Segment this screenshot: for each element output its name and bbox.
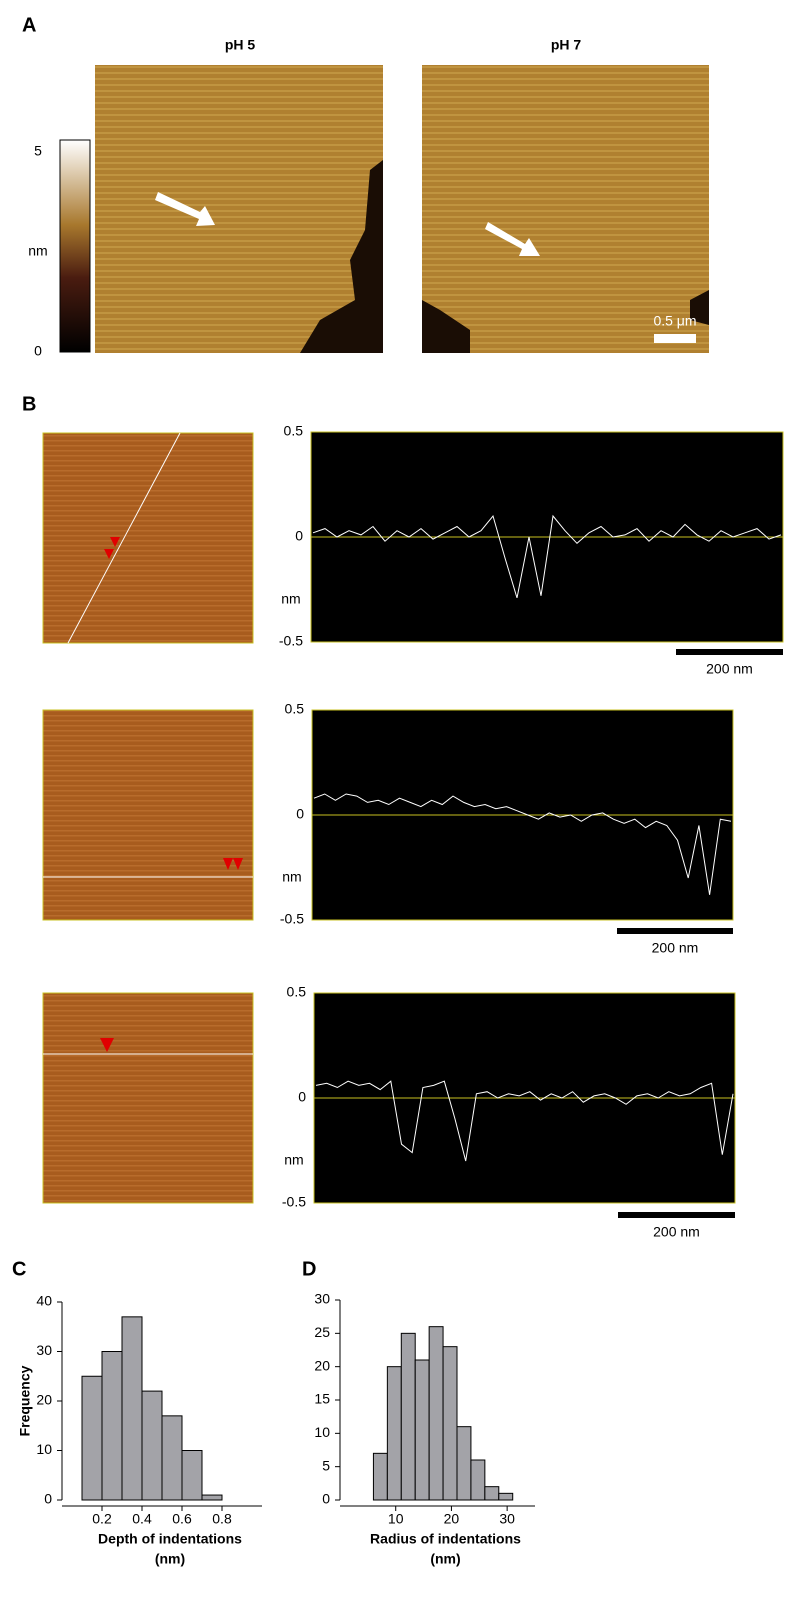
x-tick-label: 20	[444, 1511, 460, 1527]
bar	[470, 1459, 486, 1501]
y-tick-label: 15	[314, 1391, 330, 1407]
panel-label: D	[302, 1258, 316, 1280]
x-tick-label: 10	[388, 1511, 404, 1527]
bar	[386, 1366, 402, 1501]
bar	[414, 1359, 430, 1501]
x-tick-label: 0.8	[212, 1511, 232, 1527]
arrow	[155, 192, 215, 226]
afm-image	[422, 65, 709, 353]
profile-line	[67, 432, 181, 644]
y-tick-label: 20	[36, 1392, 52, 1408]
y-tick-label: 20	[314, 1357, 330, 1373]
bar	[428, 1326, 444, 1501]
afm-image	[42, 992, 254, 1204]
bar	[141, 1390, 163, 1501]
x-tick-label: 0.6	[172, 1511, 192, 1527]
arrow	[485, 222, 540, 256]
image-title: pH 5	[225, 37, 256, 53]
cursor	[100, 1038, 114, 1052]
x-axis-unit: (nm)	[155, 1551, 185, 1567]
panel-label: A	[22, 14, 36, 36]
profile-trace	[313, 793, 732, 895]
y-tick-label: 0.5	[287, 984, 307, 1000]
bar	[498, 1492, 514, 1501]
y-tick-label: 0	[295, 528, 303, 544]
cursor	[104, 537, 120, 559]
image-title: pH 7	[551, 37, 582, 53]
cursor	[223, 858, 243, 870]
y-axis-label: nm	[281, 591, 300, 607]
x-axis-label: Depth of indentations	[98, 1531, 242, 1547]
y-tick-label: 5	[322, 1457, 330, 1473]
afm-image-region	[422, 290, 709, 353]
y-tick-label: -0.5	[280, 911, 304, 927]
bar	[181, 1450, 203, 1501]
afm-image-region	[300, 160, 383, 353]
afm-image	[95, 65, 383, 353]
y-tick-label: 25	[314, 1324, 330, 1340]
x-axis-label: Radius of indentations	[370, 1531, 521, 1547]
scale-bar-label: 0.5 μm	[653, 313, 696, 329]
y-tick-label: 40	[36, 1293, 52, 1309]
bar	[81, 1375, 103, 1501]
bar	[372, 1452, 388, 1501]
y-tick-label: 0	[296, 806, 304, 822]
y-axis-label: nm	[284, 1152, 303, 1168]
y-tick-label: 0	[44, 1491, 52, 1507]
y-tick-label: 30	[36, 1342, 52, 1358]
y-tick-label: -0.5	[282, 1194, 306, 1210]
x-tick-label: 0.4	[132, 1511, 152, 1527]
bar	[400, 1332, 416, 1501]
x-tick-label: 30	[499, 1511, 515, 1527]
profile-trace	[312, 514, 782, 599]
x-axis-unit: (nm)	[430, 1551, 460, 1567]
scale-bar	[654, 334, 696, 343]
y-tick-label: 10	[314, 1424, 330, 1440]
y-tick-label: 0.5	[285, 701, 305, 717]
profile-trace	[315, 1080, 734, 1162]
colorbar-unit: nm	[28, 243, 47, 259]
y-tick-label: 0	[322, 1491, 330, 1507]
colorbar-tick-label: 0	[34, 343, 42, 359]
y-tick-label: 10	[36, 1441, 52, 1457]
bar	[201, 1494, 223, 1501]
y-tick-label: -0.5	[279, 633, 303, 649]
scale-bar-label: 200 nm	[653, 1224, 700, 1240]
panel-label: C	[12, 1258, 26, 1280]
afm-image	[42, 709, 254, 921]
bar	[101, 1351, 123, 1501]
bar	[442, 1346, 458, 1501]
bar	[121, 1316, 143, 1501]
x-tick-label: 0.2	[92, 1511, 112, 1527]
scale-bar-label: 200 nm	[652, 940, 699, 956]
y-axis-label: Frequency	[17, 1365, 33, 1436]
y-axis-label: nm	[282, 869, 301, 885]
colorbar	[59, 139, 91, 353]
afm-thumbs	[42, 432, 254, 1204]
y-tick-label: 0.5	[284, 423, 304, 439]
bar	[161, 1415, 183, 1501]
y-tick-label: 0	[298, 1089, 306, 1105]
y-tick-label: 30	[314, 1291, 330, 1307]
scale-bar-label: 200 nm	[706, 661, 753, 677]
bar	[484, 1486, 500, 1501]
afm-image	[42, 432, 254, 644]
colorbar-tick-label: 5	[34, 143, 42, 159]
panel-label: B	[22, 393, 36, 415]
bar	[456, 1426, 472, 1501]
